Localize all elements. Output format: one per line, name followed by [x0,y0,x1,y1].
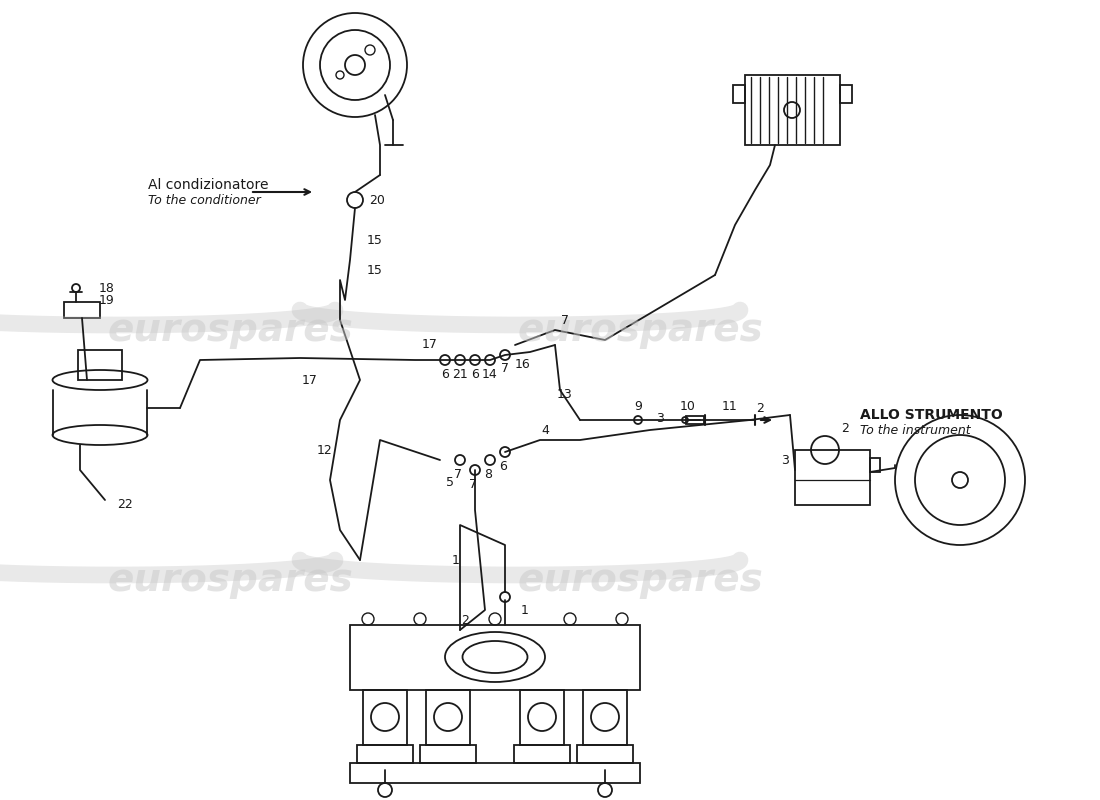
Circle shape [470,465,480,475]
Bar [78,350,122,380]
Text: 22: 22 [117,498,133,511]
Text: 3: 3 [781,454,789,466]
Text: 2: 2 [756,402,763,414]
Text: 14: 14 [482,367,498,381]
Circle shape [455,355,465,365]
Circle shape [440,355,450,365]
Circle shape [500,447,510,457]
Circle shape [470,355,480,365]
Text: 6: 6 [441,367,449,381]
Bar [795,450,870,505]
Text: 7: 7 [454,467,462,481]
Bar [358,745,412,763]
Text: 1: 1 [452,554,460,566]
Text: 2: 2 [842,422,849,434]
Bar [420,745,476,763]
Bar [363,690,407,745]
Text: 12: 12 [317,443,333,457]
Text: eurospares: eurospares [107,561,353,599]
Circle shape [485,355,495,365]
Text: To the instrument: To the instrument [860,423,970,437]
Text: 7: 7 [561,314,569,326]
Text: 6: 6 [471,367,478,381]
Text: 10: 10 [680,401,696,414]
Bar [514,745,570,763]
Text: ALLO STRUMENTO: ALLO STRUMENTO [860,408,1003,422]
Bar [733,85,745,103]
Text: 17: 17 [422,338,438,351]
Text: 18: 18 [99,282,114,294]
Text: 7: 7 [500,362,509,375]
Circle shape [634,416,642,424]
Text: 20: 20 [370,194,385,206]
Bar [520,690,564,745]
Bar [686,416,704,424]
Bar [870,458,880,472]
Bar [350,625,640,690]
Text: 16: 16 [515,358,531,371]
Bar [426,690,470,745]
Text: 5: 5 [446,475,454,489]
Text: 2: 2 [461,614,469,626]
Text: 7: 7 [469,478,477,490]
Text: 8: 8 [484,467,492,481]
Text: 13: 13 [557,389,573,402]
Text: eurospares: eurospares [517,561,763,599]
Text: 9: 9 [634,401,642,414]
Text: eurospares: eurospares [517,311,763,349]
Bar [745,75,840,145]
Text: Al condizionatore: Al condizionatore [148,178,268,192]
Bar [578,745,632,763]
Text: 6: 6 [499,459,507,473]
Text: 15: 15 [367,263,383,277]
Bar [583,690,627,745]
Text: 3: 3 [656,411,664,425]
Text: 21: 21 [452,367,468,381]
Circle shape [455,455,465,465]
Circle shape [500,350,510,360]
Text: 11: 11 [722,401,738,414]
Text: 4: 4 [541,423,549,437]
Text: To the conditioner: To the conditioner [148,194,261,206]
Circle shape [485,455,495,465]
Text: 17: 17 [302,374,318,386]
Bar [350,763,640,783]
Bar [64,302,100,318]
Text: 1: 1 [521,603,529,617]
Text: eurospares: eurospares [107,311,353,349]
Text: 15: 15 [367,234,383,246]
Text: 19: 19 [99,294,114,306]
Bar [840,85,852,103]
